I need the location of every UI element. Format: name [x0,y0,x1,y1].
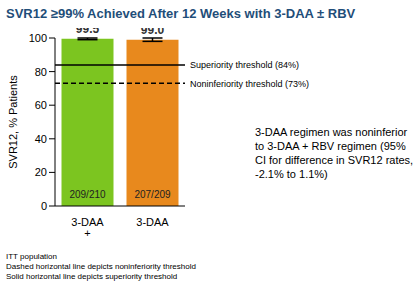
svg-text:20: 20 [35,166,47,178]
svg-text:207/209: 207/209 [134,189,171,200]
html-text:Solid horizontal line depicts: Solid horizontal line depicts superiorit… [6,272,178,281]
svg-text:99.5: 99.5 [76,28,100,36]
svg-text:209/210: 209/210 [69,189,106,200]
svg-text:0: 0 [41,200,47,212]
svg-text:Noninferiority threshold (73%): Noninferiority threshold (73%) [190,79,309,89]
svg-text:3-DAA+RBV: 3-DAA+RBV [71,216,104,240]
svg-text:Superiority threshold (84%): Superiority threshold (84%) [190,60,299,70]
html-text:SVR12 ≥99% Achieved After 12 W: SVR12 ≥99% Achieved After 12 Weeks with … [6,6,356,21]
html-text:3-DAA regimen was noninferior: 3-DAA regimen was noninferior to 3-DAA +… [255,126,414,180]
svg-text:99.0: 99.0 [141,28,165,37]
svg-text:100: 100 [29,32,47,44]
svg-text:80: 80 [35,66,47,78]
html-text:ITT population: ITT population [6,252,57,261]
svg-text:40: 40 [35,133,47,145]
svg-text:3-DAA: 3-DAA [136,216,169,228]
svg-text:60: 60 [35,99,47,111]
html-text:Dashed horizontal line depicts: Dashed horizontal line depicts noninferi… [6,262,196,271]
svg-text:SVR12, % Patients: SVR12, % Patients [8,75,19,169]
